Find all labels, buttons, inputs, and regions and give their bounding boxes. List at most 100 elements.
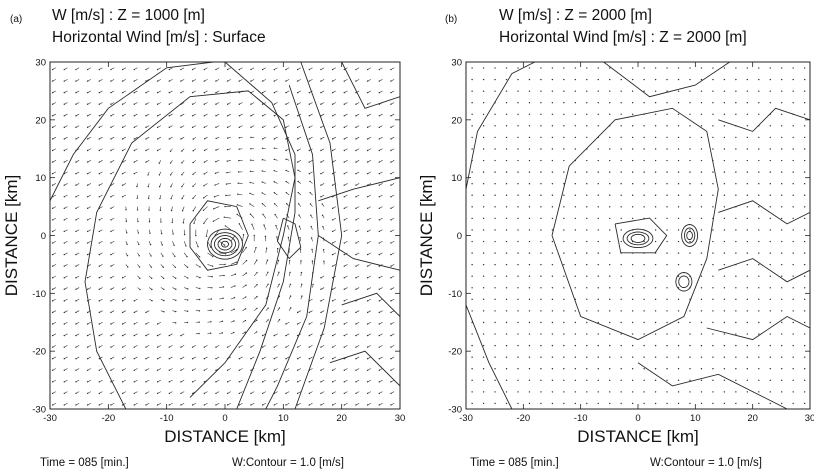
wind-vector-head <box>735 102 737 104</box>
wind-vector-head <box>620 90 622 92</box>
wind-vector-head <box>261 80 264 82</box>
wind-vector-head <box>343 253 345 256</box>
wind-vector <box>193 218 197 224</box>
wind-vector-head <box>746 229 749 231</box>
contour-line <box>341 292 400 317</box>
wind-vector-head <box>168 91 170 94</box>
wind-vector-head <box>563 321 565 324</box>
wind-vector-head <box>551 263 554 266</box>
wind-vector-head <box>781 90 783 92</box>
wind-vector-head <box>261 346 264 348</box>
wind-vector-head <box>212 255 214 258</box>
wind-vector-head <box>574 182 577 185</box>
wind-vector-head <box>758 287 760 289</box>
wind-vector-head <box>654 240 657 243</box>
wind-vector-head <box>186 266 189 268</box>
contour-line <box>706 315 810 341</box>
wind-vector-head <box>746 298 749 301</box>
contour-line <box>686 231 693 240</box>
wind-vector-head <box>311 260 314 262</box>
y-tick-label: 30 <box>451 58 462 69</box>
wind-vector-head <box>769 356 771 358</box>
wind-vector-head <box>620 379 622 382</box>
wind-vector-head <box>197 246 199 248</box>
contour-line <box>50 62 214 202</box>
wind-vector-head <box>609 356 611 358</box>
wind-vector-head <box>249 192 251 195</box>
wind-vector-head <box>528 125 531 127</box>
wind-vector-head <box>758 321 760 324</box>
wind-vector-head <box>278 307 281 309</box>
wind-vector-head <box>803 125 806 127</box>
wind-vector-head <box>63 126 65 129</box>
wind-vector-head <box>528 206 531 208</box>
wind-vector-head <box>121 358 124 360</box>
wind-vector-head <box>666 217 668 220</box>
wind-vector-head <box>471 206 473 208</box>
wind-vector-head <box>494 252 496 254</box>
wind-vector-head <box>540 229 542 231</box>
wind-vector-head <box>301 295 303 297</box>
wind-vector-head <box>712 102 714 104</box>
wind-vector-head <box>226 148 229 151</box>
wind-vector-head <box>609 298 611 301</box>
wind-vector-head <box>505 206 508 208</box>
wind-vector-head <box>75 230 77 233</box>
wind-vector-head <box>156 91 159 94</box>
wind-vector-head <box>677 102 680 104</box>
wind-vector-head <box>517 402 519 405</box>
wind-vector-head <box>746 310 749 312</box>
wind-vector-head <box>296 334 299 337</box>
x-tick-label: -20 <box>101 413 115 424</box>
wind-vector-head <box>203 115 205 117</box>
wind-vector-head <box>494 356 496 358</box>
wind-vector-head <box>159 197 161 200</box>
wind-vector-head <box>586 391 588 393</box>
wind-vector-head <box>471 217 473 220</box>
wind-vector-head <box>700 252 703 254</box>
wind-vector-head <box>355 172 357 175</box>
wind-vector-head <box>320 80 322 82</box>
wind-vector-head <box>803 391 806 393</box>
wind-vector-head <box>551 321 554 324</box>
wind-vector-head <box>110 404 112 406</box>
wind-vector-head <box>505 344 508 347</box>
wind-vector-head <box>666 90 668 92</box>
wind-vector-head <box>551 298 554 301</box>
wind-vector-head <box>792 67 794 69</box>
wind-vector <box>219 286 224 288</box>
wind-vector-head <box>145 369 147 371</box>
wind-vector-head <box>471 102 473 104</box>
wind-vector-head <box>631 298 634 301</box>
wind-vector-head <box>266 259 269 261</box>
wind-vector-head <box>289 271 291 274</box>
wind-vector-head <box>378 323 380 325</box>
wind-vector-head <box>273 334 275 337</box>
wind-vector-head <box>63 381 65 383</box>
wind-vector-head <box>620 206 622 208</box>
y-tick-label: -20 <box>448 347 462 358</box>
wind-vector-head <box>309 203 312 205</box>
wind-vector-head <box>689 263 691 266</box>
wind-vector-head <box>343 311 345 314</box>
wind-vector-head <box>250 80 252 82</box>
wind-vector-head <box>110 172 112 175</box>
wind-vector-head <box>355 161 357 163</box>
wind-vector-head <box>169 174 172 176</box>
wind-vector-head <box>285 203 288 205</box>
wind-vector-head <box>574 90 577 92</box>
wind-vector-head <box>517 310 519 312</box>
wind-vector-head <box>110 91 112 94</box>
wind-vector-head <box>597 402 599 405</box>
wind-vector-head <box>378 265 380 267</box>
wind-vector-head <box>180 369 182 371</box>
wind-vector-head <box>597 379 599 382</box>
wind-vector-head <box>226 103 229 105</box>
panel-label: (b) <box>445 14 457 25</box>
wind-vector-head <box>296 381 299 383</box>
wind-vector-head <box>574 275 577 277</box>
wind-vector-head <box>110 68 112 71</box>
wind-vector-head <box>261 404 264 406</box>
wind-vector-head <box>251 223 253 225</box>
wind-vector-head <box>631 67 634 69</box>
